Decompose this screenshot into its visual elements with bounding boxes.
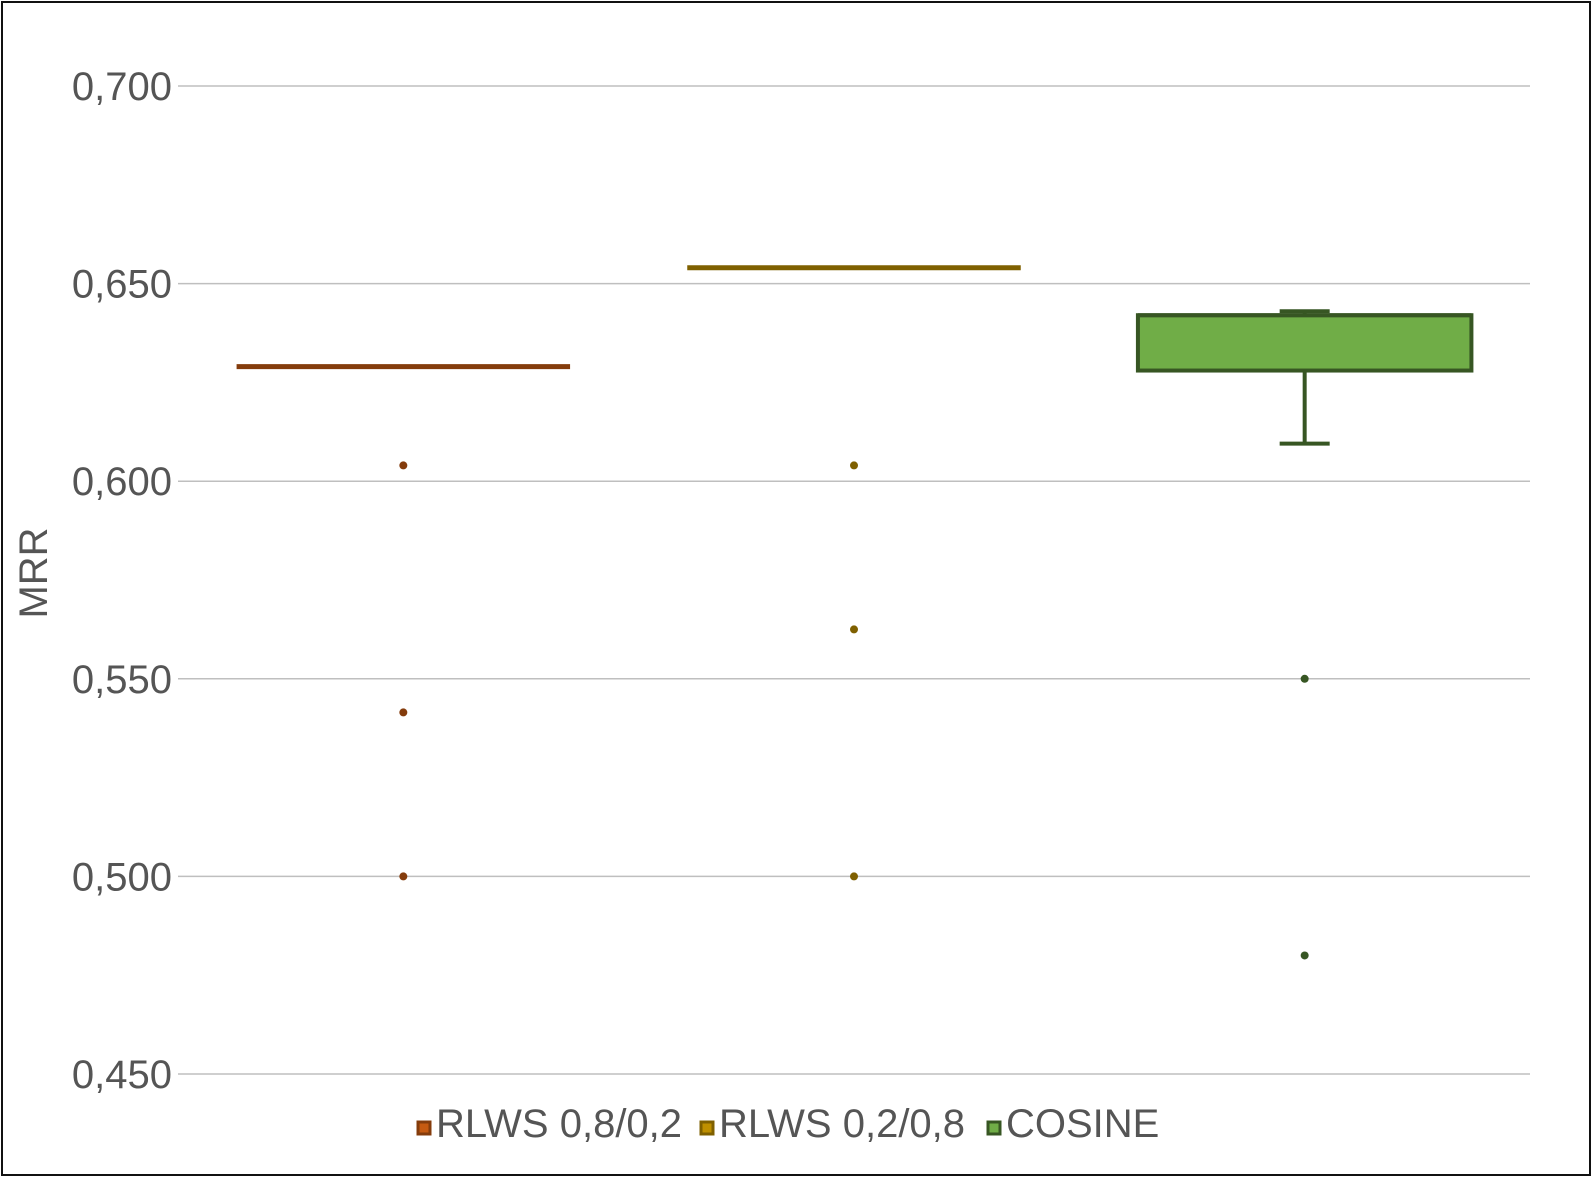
box-1 [236, 364, 571, 881]
y-tick-label: 0,500 [72, 855, 172, 899]
legend-label: RLWS 0,8/0,2 [436, 1102, 682, 1146]
legend-item-2: RLWS 0,2/0,8 [699, 1102, 965, 1146]
y-tick-label: 0,550 [72, 658, 172, 702]
box-2 [687, 265, 1021, 881]
legend-item-1: RLWS 0,8/0,2 [416, 1102, 682, 1146]
legend-swatch [986, 1120, 1002, 1136]
grid-lines [178, 85, 1530, 1075]
y-axis-ticks: 0,450 0,500 0,550 0,600 0,650 0,700 [72, 65, 172, 1097]
legend: RLWS 0,8/0,2 RLWS 0,2/0,8 COSINE [416, 1102, 1159, 1146]
outlier-point [399, 461, 408, 470]
box-3 [1135, 309, 1474, 960]
legend-label: RLWS 0,2/0,8 [719, 1102, 965, 1146]
outlier-point [1300, 951, 1309, 960]
y-axis-title: MRR [12, 527, 56, 618]
outlier-point [850, 625, 858, 634]
outlier-point [399, 708, 408, 717]
outlier-point [399, 872, 408, 881]
y-tick-label: 0,700 [72, 65, 172, 109]
outlier-point [1300, 674, 1309, 683]
legend-label: COSINE [1006, 1102, 1159, 1146]
legend-item-3: COSINE [986, 1102, 1159, 1146]
legend-swatch [699, 1120, 715, 1136]
box-body [1135, 313, 1474, 373]
legend-swatch [416, 1120, 432, 1136]
outlier-point [850, 872, 858, 881]
box-series [236, 265, 1474, 960]
y-tick-label: 0,600 [72, 460, 172, 504]
outlier-point [850, 461, 858, 470]
y-tick-label: 0,450 [72, 1053, 172, 1097]
y-tick-label: 0,650 [72, 263, 172, 307]
